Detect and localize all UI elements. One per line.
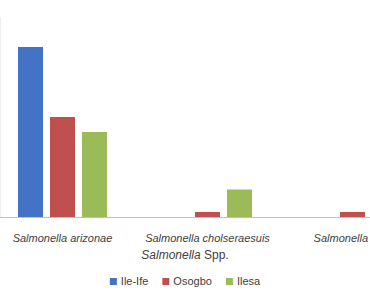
category-label: Salmonella arizonae xyxy=(13,232,113,244)
category-label: Salmonella xyxy=(314,232,368,244)
bar xyxy=(195,212,220,217)
legend-label: Osogbo xyxy=(173,275,212,287)
legend-swatch xyxy=(110,278,117,285)
bar xyxy=(82,132,107,217)
x-axis-line xyxy=(0,217,370,218)
x-axis-title-part: Spp. xyxy=(201,248,229,262)
legend-label: Ile-Ife xyxy=(121,275,149,287)
bars xyxy=(18,47,365,217)
bar xyxy=(227,190,252,218)
legend: Ile-Ife Osogbo Ilesa xyxy=(110,275,261,287)
legend-label: Ilesa xyxy=(237,275,261,287)
bar xyxy=(18,47,43,217)
bar xyxy=(163,217,188,218)
bar xyxy=(50,117,75,217)
legend-swatch xyxy=(162,278,169,285)
legend-swatch xyxy=(226,278,233,285)
bar xyxy=(308,217,333,218)
category-label: Salmonella cholseraesuis xyxy=(145,232,270,244)
chart: Salmonella arizonae Salmonella cholseraes… xyxy=(0,0,370,292)
y-range-line xyxy=(0,17,1,217)
x-axis-title-part: Salmonella xyxy=(141,248,201,262)
bar xyxy=(340,212,365,217)
x-axis-title: Salmonella Spp. xyxy=(141,248,228,262)
